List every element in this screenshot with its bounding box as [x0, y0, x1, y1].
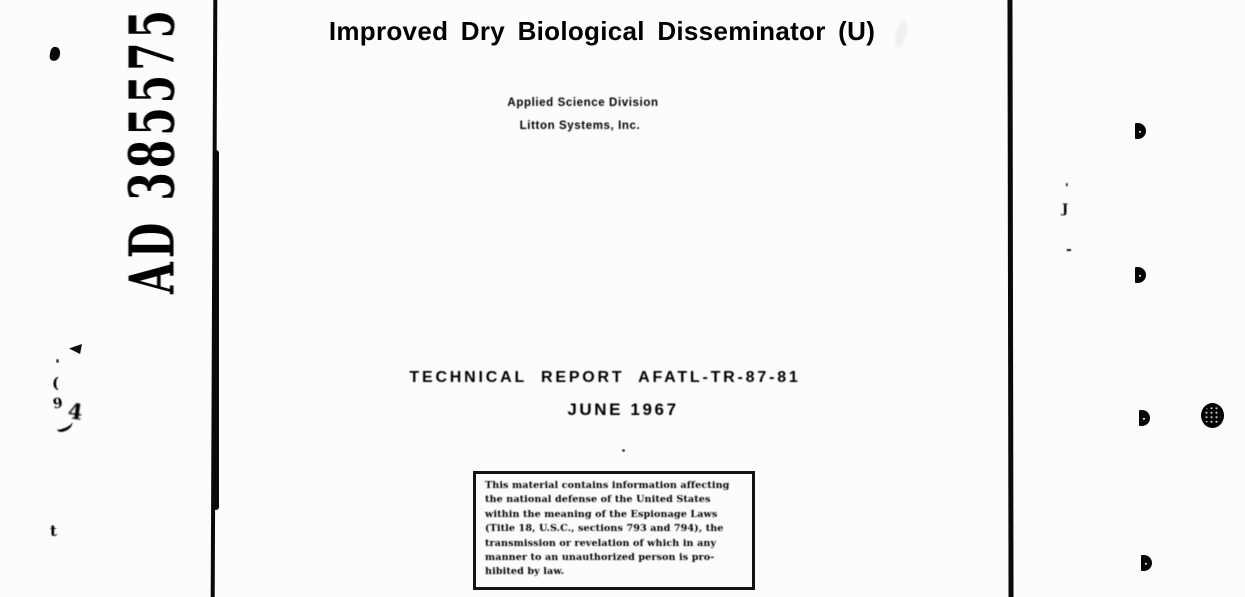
apostrophe-ink-mark: ': [1065, 181, 1069, 195]
ad-accession-number: AD 385575: [115, 6, 189, 294]
ink-blot-mark: [48, 46, 62, 62]
security-notice-line: the national defense of the United State…: [485, 494, 711, 506]
halftone-dot-mark: [1201, 403, 1224, 428]
dash-ink-mark: -: [1066, 242, 1072, 258]
org-company-line: Litton Systems, Inc.: [519, 120, 641, 132]
security-notice-line: within the meaning of the Espionage Laws: [485, 508, 718, 520]
speck-mark: [622, 449, 625, 452]
nine-ink-mark: 9: [51, 395, 64, 413]
tee-ink-mark: t: [50, 522, 57, 540]
security-notice-line: hibited by law.: [485, 566, 565, 578]
left-page-edge-rule-bulge: [213, 150, 219, 510]
binder-hole-mark: [1135, 123, 1146, 139]
security-notice-line: (Title 18, U.S.C., sections 793 and 794)…: [485, 523, 724, 535]
paren-ink-mark: (: [52, 374, 60, 392]
report-title: Improved Dry Biological Disseminator (U): [328, 16, 876, 46]
right-page-edge-rule: [1007, 0, 1014, 597]
org-division-line: Applied Science Division: [507, 97, 659, 109]
faint-smudge-mark: [892, 19, 910, 49]
security-notice-line: transmission or revelation of which in a…: [485, 537, 717, 549]
triangle-ink-mark: [69, 344, 82, 354]
report-date-line: JUNE 1967: [567, 400, 679, 419]
binder-hole-mark: [1141, 555, 1152, 571]
swoosh-ink-mark: [54, 417, 75, 434]
jay-ink-mark: J: [1062, 202, 1069, 217]
binder-hole-mark: [1135, 267, 1146, 283]
security-notice-box: This material contains information affec…: [473, 471, 755, 590]
speck-mark: [56, 359, 59, 363]
report-number-line: TECHNICAL REPORT AFATL-TR-87-81: [409, 369, 801, 386]
security-notice-line: This material contains information affec…: [485, 480, 730, 491]
security-notice-line: manner to an unauthorized person is pro-: [485, 552, 715, 564]
binder-hole-mark: [1139, 410, 1150, 426]
